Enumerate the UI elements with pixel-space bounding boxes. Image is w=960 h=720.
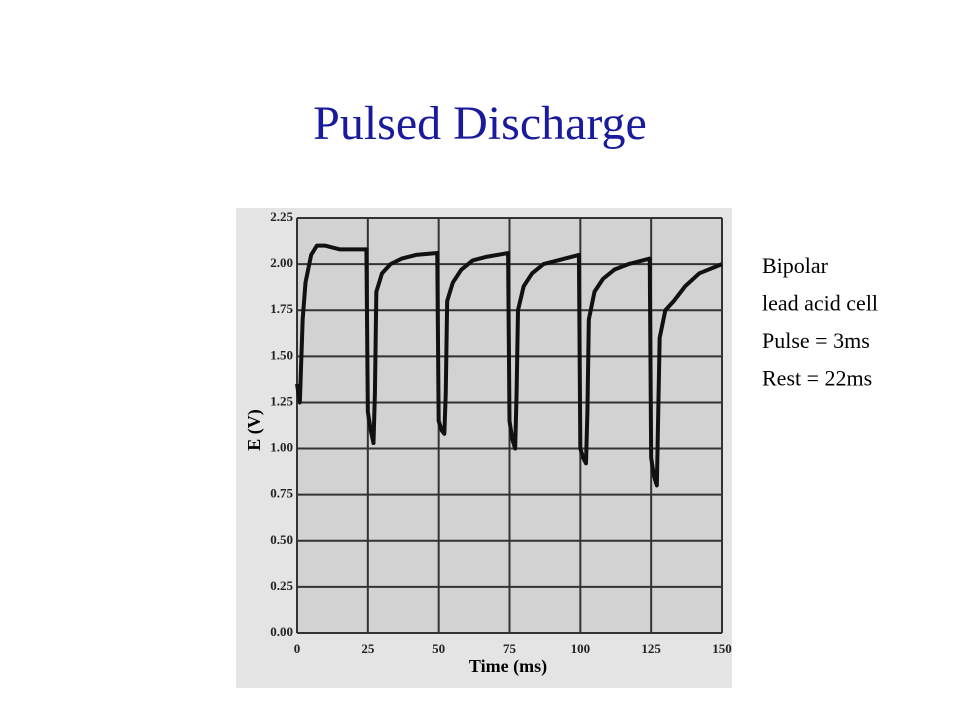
y-tick-label: 2.00 — [270, 255, 293, 270]
annotation: Rest = 22ms — [762, 366, 872, 391]
y-tick-label: 0.50 — [270, 532, 293, 547]
x-axis-label: Time (ms) — [469, 656, 547, 677]
y-tick-label: 2.25 — [270, 209, 293, 224]
x-tick-label: 100 — [571, 641, 591, 656]
x-tick-label: 25 — [361, 641, 375, 656]
x-tick-label: 75 — [503, 641, 517, 656]
y-tick-label: 0.25 — [270, 578, 293, 593]
annotation: Pulse = 3ms — [762, 328, 870, 353]
slide-title: Pulsed Discharge — [313, 97, 647, 150]
y-tick-label: 1.25 — [270, 393, 293, 408]
y-tick-label: 1.75 — [270, 301, 293, 316]
annotation: lead acid cell — [762, 291, 878, 316]
y-axis-label: E (V) — [244, 409, 265, 451]
y-tick-label: 0.75 — [270, 486, 293, 501]
data-line — [295, 243, 723, 488]
annotation: Bipolar — [762, 253, 829, 278]
x-tick-label: 125 — [641, 641, 661, 656]
x-tick-label: 150 — [712, 641, 732, 656]
y-tick-label: 0.00 — [270, 624, 293, 639]
x-tick-label: 0 — [294, 641, 301, 656]
y-tick-label: 1.50 — [270, 347, 293, 362]
x-tick-label: 50 — [432, 641, 445, 656]
y-tick-label: 1.00 — [270, 440, 293, 455]
